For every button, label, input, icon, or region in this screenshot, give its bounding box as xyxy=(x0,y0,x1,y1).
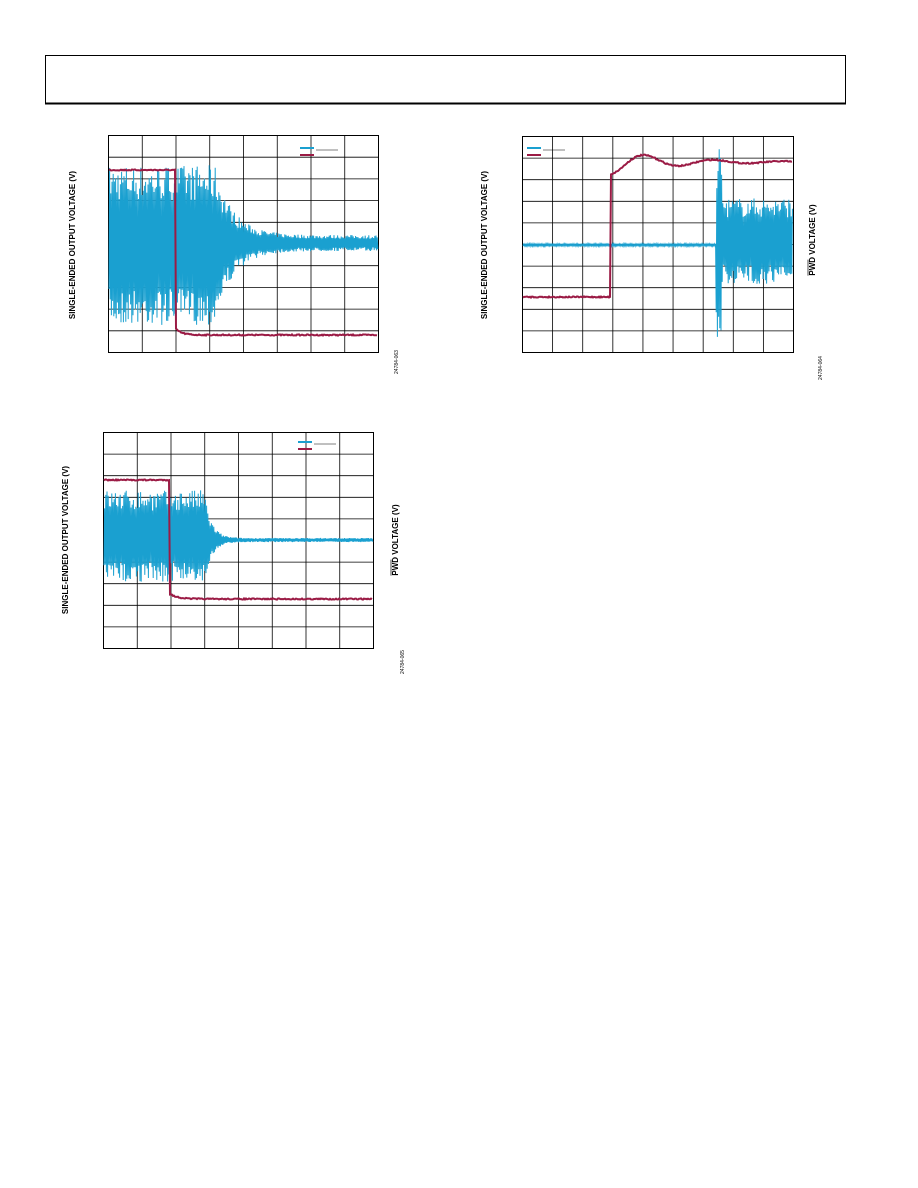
figure-id: 24784-063 xyxy=(394,350,400,374)
y-axis-label: SINGLE-ENDED OUTPUT VOLTAGE (V) xyxy=(68,171,77,319)
header-box xyxy=(45,55,846,104)
y2-axis-label: PWD VOLTAGE (V) xyxy=(391,504,400,576)
figure: SINGLE-ENDED OUTPUT VOLTAGE (V) 24784-063 xyxy=(68,135,400,374)
output-trace xyxy=(522,149,793,337)
figure-id: 24784-065 xyxy=(400,650,406,674)
figure: SINGLE-ENDED OUTPUT VOLTAGE (V) PWD VOLTA… xyxy=(61,432,406,674)
y-axis-label: SINGLE-ENDED OUTPUT VOLTAGE (V) xyxy=(480,171,489,319)
pwd-trace xyxy=(108,168,378,338)
pwd-trace xyxy=(103,477,373,601)
y-axis-label: SINGLE-ENDED OUTPUT VOLTAGE (V) xyxy=(61,466,70,614)
output-trace xyxy=(103,490,374,582)
pwd-trace xyxy=(522,153,793,300)
output-trace xyxy=(108,165,379,325)
figure: SINGLE-ENDED OUTPUT VOLTAGE (V) PWD VOLTA… xyxy=(480,136,824,380)
y2-axis-label: PWD VOLTAGE (V) xyxy=(808,204,817,276)
figure-id: 24784-064 xyxy=(818,356,824,380)
